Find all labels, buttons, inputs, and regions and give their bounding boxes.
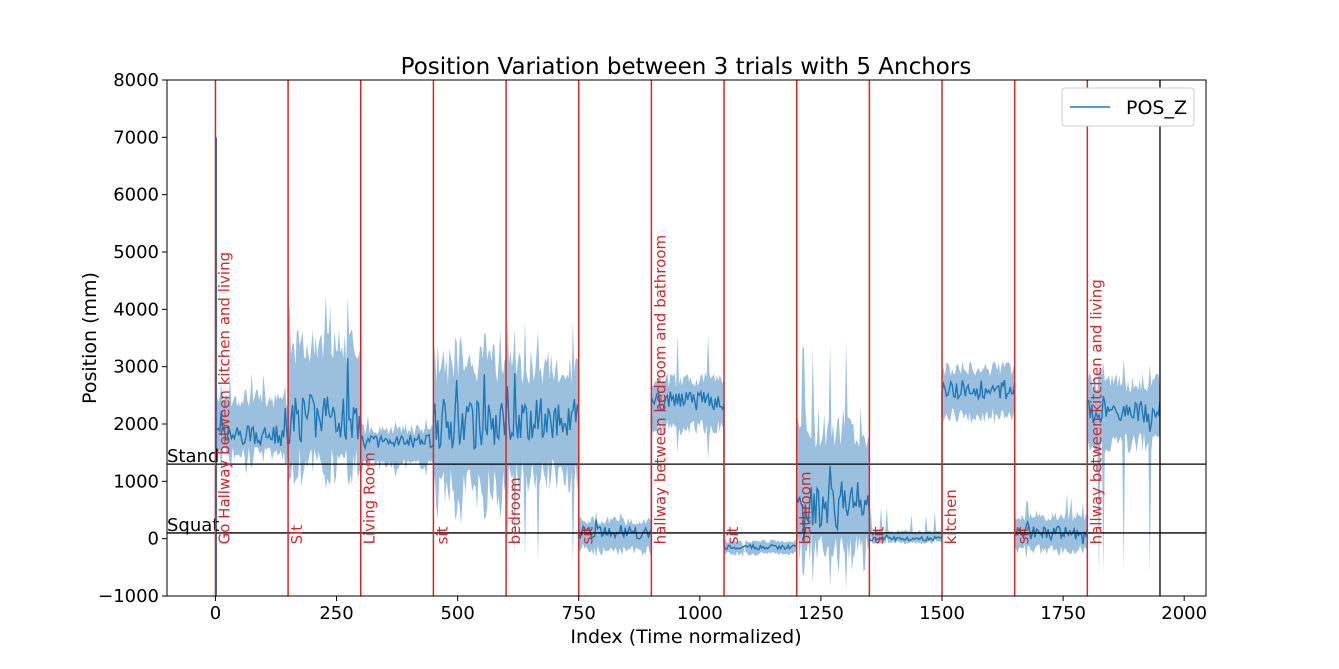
reference-label-stand: Stand (167, 446, 219, 467)
annotation-label-13: hallway between kitchen and living (1087, 279, 1105, 544)
annotation-lines: Go Hallway between kitchen and living Sit… (214, 80, 1105, 596)
y-tick-label: 2000 (113, 414, 159, 435)
band-segment-4 (433, 329, 507, 526)
band-segment-9 (796, 340, 870, 589)
y-tick-label: 4000 (113, 299, 159, 320)
band-segment-5 (506, 321, 579, 564)
annotation-label-2: Sit (288, 525, 306, 545)
annotation-label-6: sit (579, 526, 597, 544)
confidence-band (215, 294, 1160, 589)
y-axis-ticks: −1000 0 1000 2000 3000 4000 5000 6000 7000 8000 (98, 70, 167, 607)
chart-title: Position Variation between 3 trials with… (401, 54, 972, 80)
y-tick-label: 5000 (113, 242, 159, 263)
x-axis-ticks: 0 250 500 750 1000 1250 1500 1750 2000 (210, 596, 1207, 624)
y-tick-label: 1000 (113, 471, 159, 492)
x-tick-label: 1500 (919, 603, 965, 624)
annotation-label-5: bedroom (506, 477, 524, 544)
annotation-label-9: bathroom (797, 471, 815, 544)
x-tick-label: 0 (210, 603, 221, 624)
band-segment-11 (942, 361, 1015, 424)
band-segment-10 (869, 506, 942, 545)
x-tick-label: 1750 (1040, 603, 1086, 624)
pos-z-line (215, 137, 1161, 596)
band-segment-1 (215, 372, 289, 475)
band-segment-12 (1014, 493, 1088, 560)
x-tick-label: 750 (562, 603, 596, 624)
reference-lines: Stand Squat (167, 80, 1206, 596)
legend: POS_Z (1061, 87, 1195, 127)
x-tick-label: 500 (440, 603, 474, 624)
annotation-label-7: hallway between bedroom and bathroom (651, 235, 669, 545)
y-axis-label: Position (mm) (79, 272, 101, 404)
annotation-label-1: Go Hallway between kitchen and living (215, 252, 233, 545)
pos-z-series (215, 358, 1161, 551)
y-tick-label: 3000 (113, 357, 159, 378)
legend-entry: POS_Z (1126, 97, 1187, 119)
annotation-label-3: Living Room (361, 452, 379, 544)
annotation-label-10: sit (869, 526, 887, 544)
x-tick-label: 1250 (798, 603, 844, 624)
x-tick-label: 2000 (1161, 603, 1207, 624)
y-tick-label: 6000 (113, 185, 159, 206)
y-tick-label: 8000 (113, 70, 159, 91)
annotation-label-11: kitchen (942, 489, 960, 544)
y-tick-label: −1000 (98, 586, 159, 607)
reference-label-squat: Squat (167, 515, 219, 536)
x-tick-label: 250 (319, 603, 353, 624)
annotation-label-12: sit (1015, 526, 1033, 544)
band-segment-3 (360, 415, 434, 479)
band-segment-2 (288, 294, 361, 489)
y-tick-label: 0 (148, 529, 159, 550)
legend-box (1061, 87, 1195, 127)
plot-frame (166, 79, 1207, 597)
x-tick-label: 1000 (677, 603, 723, 624)
annotation-label-4: sit (433, 526, 451, 544)
annotation-label-8: sit (724, 526, 742, 544)
y-tick-label: 7000 (113, 127, 159, 148)
x-axis-label: Index (Time normalized) (570, 626, 801, 648)
